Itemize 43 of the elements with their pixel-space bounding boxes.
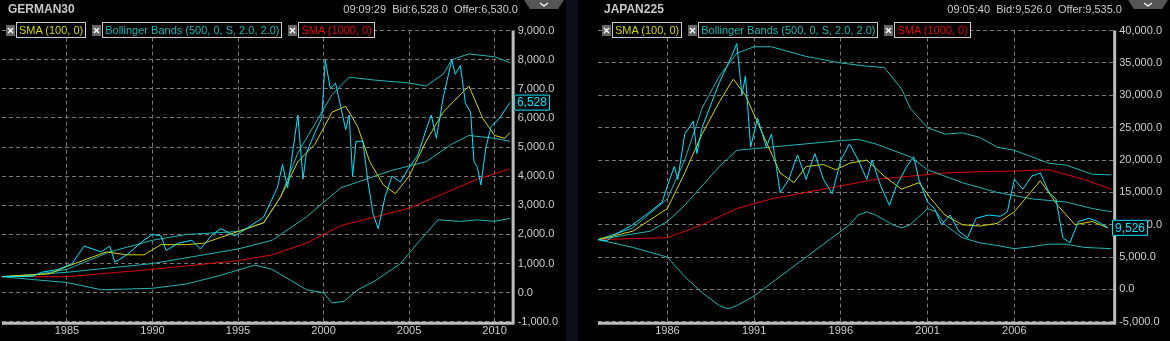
chart-title: GERMAN30 xyxy=(8,2,75,16)
y-tick-label: 5,000.0 xyxy=(517,140,555,153)
y-tick-label: -5,000.0 xyxy=(1119,314,1160,327)
y-tick-label: 0.0 xyxy=(1119,282,1135,295)
annotation: 6,528 xyxy=(516,95,548,110)
chart-title: JAPAN225 xyxy=(604,2,664,16)
y-tick-label: 20,000.0 xyxy=(1119,153,1163,166)
text: SMA (100, 0) xyxy=(612,22,683,38)
x-tick-label: 2006 xyxy=(1002,324,1027,337)
y-tick-label: 9,000.0 xyxy=(517,23,555,36)
text: SMA (1000, 0) xyxy=(298,22,375,38)
x-tick-label: 2005 xyxy=(396,324,422,337)
x-tick-label: 1986 xyxy=(655,324,680,337)
x-tick-label: 1990 xyxy=(140,324,165,337)
series-label: Bollinger Bands (500, 0, S, 2.0, 2.0) xyxy=(698,22,879,38)
x-tick-label: 1991 xyxy=(741,324,767,337)
x-tick-label: 2010 xyxy=(482,324,507,337)
x-tick-label: 1996 xyxy=(828,324,854,337)
x-tick-label: 1995 xyxy=(225,324,251,337)
chart-subtitle: 09:05:40 Bid:9,526.0 Offer:9,535.0 xyxy=(947,3,1122,15)
y-tick-label: 5,000.0 xyxy=(1119,250,1156,263)
x-tick-label: 2001 xyxy=(915,324,940,337)
y-tick-label: 4,000.0 xyxy=(517,169,555,182)
text: SMA (1000, 0) xyxy=(894,22,971,38)
y-tick-label: 2,000.0 xyxy=(517,227,555,240)
y-tick-label: 30,000.0 xyxy=(1119,88,1163,101)
y-tick-label: 3,000.0 xyxy=(517,198,555,211)
y-tick-label: 40,000.0 xyxy=(1119,23,1163,36)
x-tick-label: 1985 xyxy=(54,324,80,337)
y-tick-label: 6,000.0 xyxy=(517,110,555,123)
y-tick-label: 0.0 xyxy=(517,285,533,298)
y-tick-label: 35,000.0 xyxy=(1119,55,1163,68)
chart-subtitle: 09:09:29 Bid:6,528.0 Offer:6,530.0 xyxy=(343,3,518,15)
text: SMA (100, 0) xyxy=(16,22,87,38)
y-tick-label: 8,000.0 xyxy=(517,52,555,65)
x-tick-label: 2000 xyxy=(311,324,336,337)
y-tick-label: 25,000.0 xyxy=(1119,120,1163,133)
y-tick-label: 1,000.0 xyxy=(517,256,555,269)
y-tick-label: 7,000.0 xyxy=(517,81,555,94)
y-tick-label: 15,000.0 xyxy=(1119,185,1163,198)
annotation: 9,526 xyxy=(1114,220,1146,235)
y-tick-label: -1,000.0 xyxy=(517,314,559,327)
text: Bollinger Bands (500, 0, S, 2.0, 2.0) xyxy=(102,22,283,38)
